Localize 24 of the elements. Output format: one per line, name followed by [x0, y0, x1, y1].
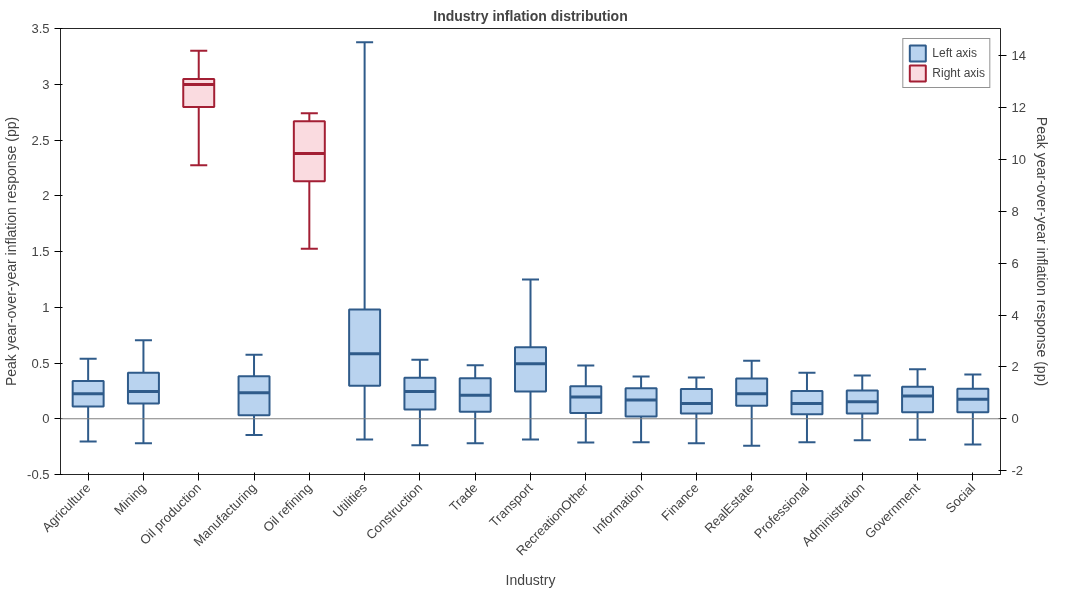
y2-tick-label: -2 [1011, 463, 1024, 479]
y-tick-label: 0 [42, 411, 50, 427]
y-tick-label: 2.5 [31, 132, 50, 148]
y-tick-label: 3.5 [31, 21, 50, 36]
y2-tick-label: 4 [1011, 307, 1019, 323]
y-tick-label: 0.5 [31, 355, 50, 371]
y-tick-label: 3 [42, 76, 50, 92]
y2-tick-label: 12 [1011, 100, 1026, 116]
y2-tick-label: 14 [1011, 48, 1026, 64]
legend-label: Left axis [932, 46, 978, 60]
legend-label: Right axis [932, 66, 985, 80]
y2-tick-label: 2 [1011, 359, 1019, 375]
y2-tick-label: 0 [1011, 411, 1019, 427]
y2-axis-title: Peak year-over-year inflation response (pp) [1033, 116, 1050, 387]
x-axis-title: Industry [505, 571, 556, 588]
y-tick-label: 2 [42, 188, 50, 204]
y-tick-label: -0.5 [27, 467, 50, 482]
y2-tick-label: 6 [1011, 255, 1019, 271]
y-tick-label: 1.5 [31, 244, 50, 259]
chart-title: Industry inflation distribution [433, 7, 628, 24]
y2-tick-label: 10 [1011, 151, 1026, 167]
y-axis-title: Peak year-over-year inflation response (pp) [3, 116, 20, 387]
y2-tick-label: 8 [1011, 203, 1019, 219]
y-tick-label: 1 [42, 299, 50, 315]
